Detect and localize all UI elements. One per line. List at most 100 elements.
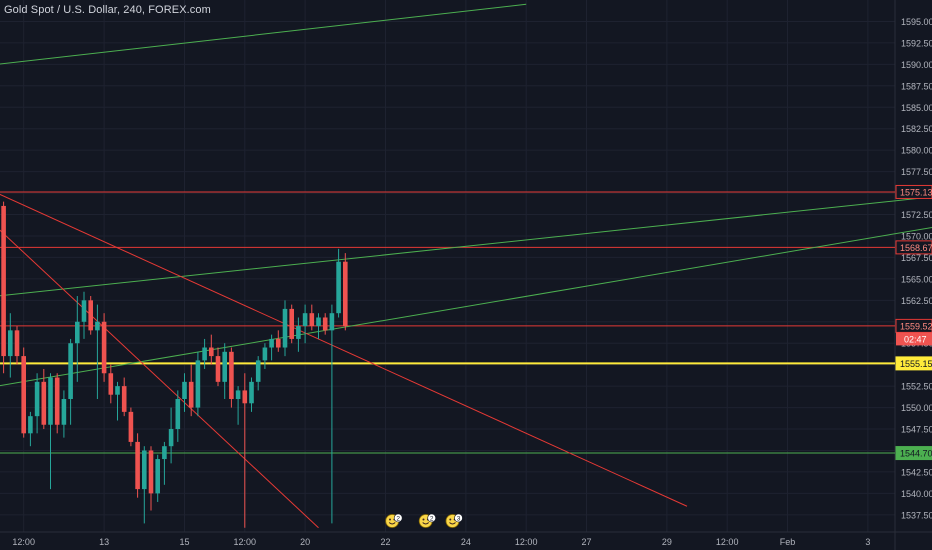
- time-tick-label: 3: [865, 537, 870, 547]
- trend-line[interactable]: [0, 3, 527, 65]
- price-level-badge: [895, 184, 932, 199]
- candle-body: [61, 399, 67, 425]
- candle-body: [222, 351, 227, 382]
- candle-body: [282, 308, 288, 348]
- price-tick-label: 1562.50: [901, 296, 932, 306]
- candle-body: [101, 321, 107, 374]
- price-tick-label: 1547.50: [901, 425, 932, 435]
- price-tick-label: 1577.50: [901, 167, 932, 177]
- time-tick-label: 13: [99, 537, 109, 547]
- candle-body: [128, 411, 134, 442]
- candle-body: [28, 416, 33, 434]
- time-tick-label: 12:00: [12, 537, 35, 547]
- price-tick-label: 1542.50: [901, 467, 932, 477]
- candle-body: [262, 347, 268, 361]
- candle-body: [269, 338, 274, 348]
- time-tick-label: 24: [461, 537, 471, 547]
- emoji-mouth: [422, 522, 430, 525]
- candle-body: [316, 317, 321, 327]
- price-level-label: 1555.15: [900, 359, 932, 369]
- price-level-badge: [895, 446, 932, 461]
- candle-body: [209, 347, 214, 357]
- candle-body: [48, 377, 53, 425]
- chart-title: Gold Spot / U.S. Dollar, 240, FOREX.com: [4, 4, 211, 16]
- candle-body: [75, 321, 80, 344]
- candle-body: [14, 330, 20, 357]
- trend-line[interactable]: [0, 193, 688, 507]
- price-level-label: 1575.13: [900, 187, 932, 197]
- candle-body: [21, 356, 26, 434]
- candle-body: [235, 390, 241, 399]
- candle-body: [309, 313, 315, 327]
- candle-body: [88, 300, 93, 331]
- price-tick-label: 1582.50: [901, 124, 932, 134]
- time-tick-label: 29: [662, 537, 672, 547]
- emoji-eye: [422, 518, 425, 521]
- candle-body: [54, 377, 60, 425]
- emoji-eye: [389, 518, 391, 521]
- price-tick-label: 1587.50: [901, 81, 932, 91]
- time-tick-label: 12:00: [515, 537, 538, 547]
- emoji-count-badge: [393, 513, 403, 523]
- price-tick-label: 1537.50: [901, 510, 932, 520]
- emoji-count-badge: [427, 513, 437, 523]
- candle-body: [135, 441, 140, 490]
- time-tick-label: 22: [380, 537, 390, 547]
- price-tick-label: 1585.00: [901, 103, 932, 113]
- countdown-badge: [896, 332, 932, 346]
- time-tick-label: 12:00: [716, 537, 739, 547]
- countdown-label: 02:47: [904, 334, 927, 344]
- price-tick-label: 1550.00: [901, 403, 932, 413]
- candle-body: [249, 381, 254, 404]
- price-level-label: 1568.67: [900, 243, 932, 253]
- candle-body: [182, 381, 187, 399]
- time-tick-label: 20: [300, 537, 310, 547]
- candle-body: [68, 343, 73, 399]
- candle-body: [121, 386, 127, 412]
- candle-body: [229, 351, 234, 399]
- price-tick-label: 1567.50: [901, 253, 932, 263]
- candle-body: [343, 261, 348, 327]
- time-tick-label: 27: [581, 537, 591, 547]
- candle-body: [215, 356, 221, 382]
- candle-body: [108, 373, 114, 395]
- trend-line[interactable]: [0, 189, 932, 297]
- candle-body: [34, 381, 40, 417]
- emoji-mouth: [388, 522, 396, 525]
- candle-body: [142, 450, 147, 490]
- candle-body: [41, 381, 47, 425]
- emoji-count-badge: [454, 513, 463, 523]
- time-tick-label: Feb: [780, 537, 796, 547]
- candle-body: [336, 261, 341, 314]
- trend-line[interactable]: [0, 227, 319, 529]
- emoji-count-label: 2: [430, 516, 434, 523]
- price-tick-label: 1595.00: [901, 17, 932, 27]
- candle-body: [81, 300, 87, 322]
- candle-body: [296, 326, 301, 339]
- candle-body: [148, 450, 154, 494]
- price-tick-label: 1570.00: [901, 231, 932, 241]
- candle-body: [168, 429, 174, 447]
- candle-body: [322, 317, 328, 331]
- price-level-badge: [895, 356, 932, 371]
- time-tick-label: 12:00: [234, 537, 257, 547]
- time-tick-label: 15: [179, 537, 189, 547]
- emoji-eye: [449, 518, 452, 521]
- candle-body: [162, 446, 167, 460]
- price-tick-label: 1540.00: [901, 489, 932, 499]
- candle-body: [8, 330, 13, 357]
- price-tick-label: 1590.00: [901, 60, 932, 70]
- candle-body: [202, 347, 207, 361]
- candle-body: [276, 338, 281, 348]
- price-level-badge: [895, 240, 932, 255]
- candle-body: [115, 386, 120, 395]
- price-tick-label: 1592.50: [901, 38, 932, 48]
- trend-line[interactable]: [0, 215, 932, 387]
- candle-body: [188, 381, 194, 408]
- candle-body: [1, 205, 6, 357]
- emoji-mouth: [449, 522, 456, 525]
- price-tick-label: 1552.50: [901, 382, 932, 392]
- price-level-label: 1544.70: [900, 449, 932, 459]
